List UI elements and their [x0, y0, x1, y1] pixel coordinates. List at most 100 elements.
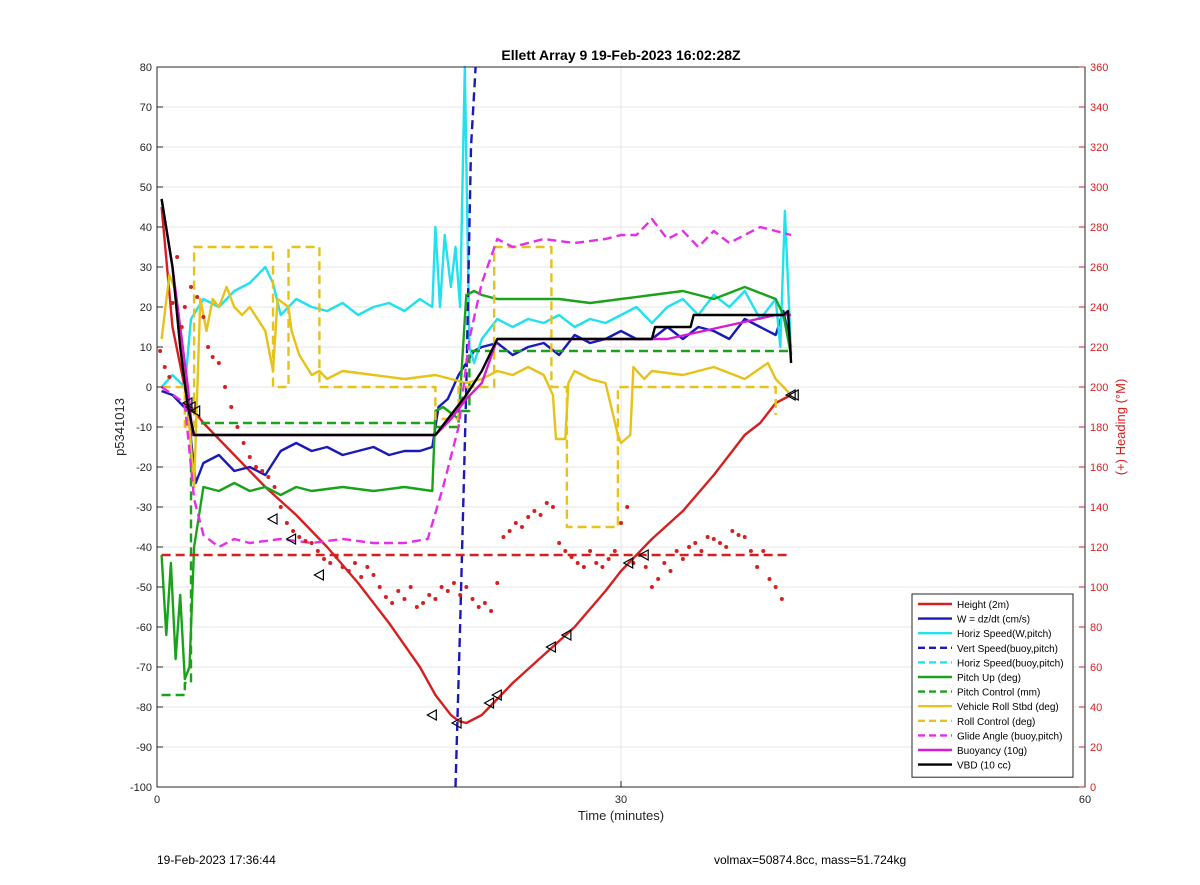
heading-point: [303, 539, 308, 543]
y-tick-label: -40: [136, 542, 152, 554]
heading-point: [730, 529, 735, 533]
y2-tick-label: 360: [1090, 62, 1108, 74]
heading-point: [464, 585, 469, 589]
y2-tick-label: 220: [1090, 342, 1108, 354]
heading-point: [433, 597, 438, 601]
heading-point: [588, 549, 593, 553]
y2-tick-label: 300: [1090, 182, 1108, 194]
heading-point: [266, 475, 271, 479]
heading-point: [216, 361, 221, 365]
heading-point: [513, 521, 518, 525]
heading-point: [309, 541, 314, 545]
y2-tick-label: 80: [1090, 622, 1102, 634]
y2-tick-label: 20: [1090, 742, 1102, 754]
heading-point: [175, 255, 180, 259]
y-tick-label: -80: [136, 702, 152, 714]
heading-point: [606, 557, 611, 561]
legend-label: Horiz Speed(W,pitch): [957, 629, 1051, 640]
heading-point: [365, 565, 370, 569]
heading-point: [383, 595, 388, 599]
heading-point: [167, 375, 172, 379]
heading-point: [501, 535, 506, 539]
heading-point: [668, 569, 673, 573]
series-vbd-10-cc: [160, 198, 793, 437]
heading-point: [451, 581, 456, 585]
heading-point: [402, 597, 407, 601]
heading-point: [649, 585, 654, 589]
y2-tick-label: 280: [1090, 222, 1108, 234]
y2-tick-label: 320: [1090, 142, 1108, 154]
y-tick-label: -50: [136, 582, 152, 594]
heading-point: [458, 593, 463, 597]
heading-point: [619, 521, 623, 525]
heading-point: [717, 541, 722, 545]
y-tick-label: -70: [136, 662, 152, 674]
legend-label: Vert Speed(buoy,pitch): [957, 644, 1058, 655]
heading-point: [557, 541, 562, 545]
legend-label: Pitch Control (mm): [957, 688, 1040, 699]
heading-point: [179, 325, 184, 329]
heading-point: [210, 355, 215, 359]
y-tick-label: 50: [140, 182, 152, 194]
heading-point: [526, 515, 531, 519]
heading-point: [340, 565, 345, 569]
heading-point: [162, 365, 167, 369]
heading-point: [779, 597, 784, 601]
heading-point: [767, 577, 772, 581]
heading-point: [489, 609, 494, 613]
y-tick-label: -60: [136, 622, 152, 634]
heading-point: [253, 465, 258, 469]
heading-point: [235, 425, 240, 429]
heading-point: [377, 585, 382, 589]
heading-point: [755, 565, 760, 569]
heading-point: [445, 589, 450, 593]
y-axis-left: -100-90-80-70-60-50-40-30-20-10010203040…: [130, 62, 163, 794]
x-tick-label: 60: [1079, 794, 1091, 806]
heading-point: [495, 581, 500, 585]
footer-timestamp: 19-Feb-2023 17:36:44: [157, 853, 276, 867]
y2-tick-label: 120: [1090, 542, 1108, 554]
legend-label: Vehicle Roll Stbd (deg): [957, 702, 1059, 713]
heading-point: [421, 601, 426, 605]
legend-label: Horiz Speed(buoy,pitch): [957, 658, 1064, 669]
heading-point: [247, 455, 252, 459]
heading-layer: [158, 255, 792, 613]
heading-point: [742, 535, 747, 539]
y-tick-label: -100: [130, 782, 152, 794]
heading-point: [322, 557, 327, 561]
series-vehicle-roll-stbd-deg: [160, 273, 792, 489]
heading-point: [687, 545, 692, 549]
footer-volume-mass: volmax=50874.8cc, mass=51.724kg: [714, 853, 907, 867]
heading-point: [600, 565, 605, 569]
legend-label: Buoyancy (10g): [957, 746, 1027, 757]
heading-point: [711, 537, 716, 541]
series-horiz-speed-w-pitch: [160, 65, 793, 389]
heading-point: [662, 561, 667, 565]
marker-layer: [181, 388, 799, 730]
y2-tick-label: 160: [1090, 462, 1108, 474]
heading-point: [241, 441, 246, 445]
y2-tick-label: 240: [1090, 302, 1108, 314]
heading-point: [352, 561, 357, 565]
y-tick-label: 40: [140, 222, 152, 234]
heading-point: [334, 555, 339, 559]
heading-point: [182, 305, 187, 309]
heading-point: [158, 349, 163, 353]
heading-point: [476, 605, 481, 609]
legend-label: VBD (10 cc): [957, 761, 1011, 772]
heading-point: [625, 505, 630, 509]
triangle-marker: [483, 696, 495, 710]
heading-point: [507, 529, 512, 533]
heading-point: [427, 593, 432, 597]
x-axis-label: Time (minutes): [578, 808, 664, 823]
series-layer: [160, 65, 793, 788]
heading-point: [201, 315, 206, 319]
heading-point: [482, 601, 487, 605]
y-tick-label: 10: [140, 342, 152, 354]
heading-point: [260, 469, 265, 473]
y-tick-label: -90: [136, 742, 152, 754]
heading-point: [538, 513, 543, 517]
y-tick-label: 0: [146, 382, 152, 394]
x-axis: 0 30 60: [154, 781, 1091, 806]
